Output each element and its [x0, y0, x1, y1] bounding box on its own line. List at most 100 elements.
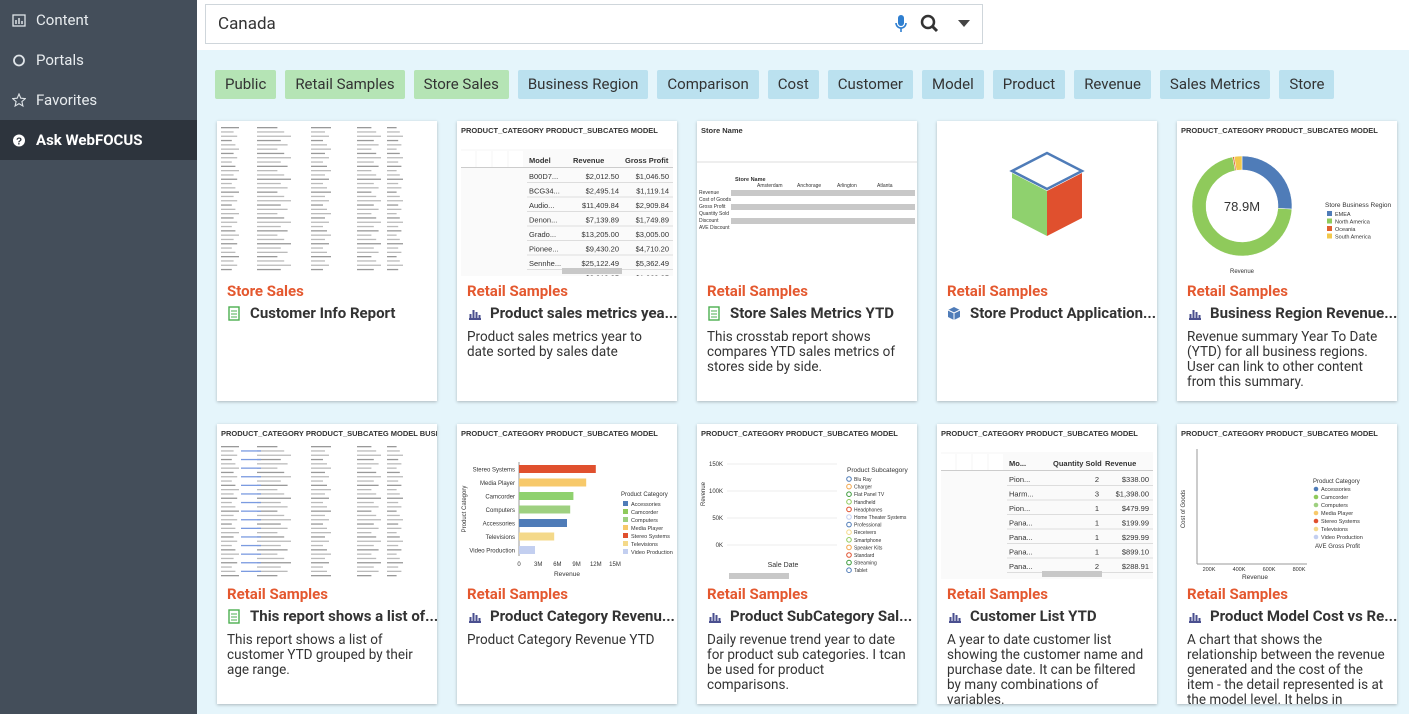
thumb-shape [461, 167, 673, 168]
thumb-shape [311, 562, 329, 564]
thumb-text: Revenue [1230, 269, 1255, 275]
thumb-shape [357, 191, 372, 193]
thumb-text: Accessories [483, 522, 515, 528]
thumb-text: Pionee... [529, 245, 559, 254]
thumb-shape [387, 208, 402, 210]
sidebar-item[interactable]: Favorites [0, 80, 197, 120]
thumb-shape [221, 497, 238, 499]
tag[interactable]: Revenue [1074, 70, 1151, 99]
card-description: Product sales metrics year to date sorte… [467, 329, 642, 360]
sidebar-item[interactable]: ? Ask WebFOCUS [0, 120, 197, 160]
thumb-shape [311, 230, 327, 232]
card-category: Retail Samples [1187, 282, 1288, 300]
tag[interactable]: Customer [827, 70, 914, 99]
thumb-shape [311, 170, 331, 172]
thumb-shape [357, 204, 374, 206]
thumb-shape [221, 234, 239, 236]
thumb-text: 9M [572, 562, 580, 568]
tag[interactable]: Comparison [657, 70, 759, 99]
thumb-shape [387, 484, 402, 486]
thumb-shape [311, 178, 329, 180]
thumb-text: BCG34... [529, 187, 560, 196]
thumb-shape [221, 540, 238, 542]
card[interactable]: PRODUCT_CATEGORY PRODUCT_SUBCATEG MODEL M… [937, 424, 1157, 704]
tag[interactable]: Store [1279, 70, 1335, 99]
legend-swatch [846, 559, 852, 566]
card[interactable]: Retail Samples Store Product Application.… [937, 121, 1157, 401]
card[interactable]: PRODUCT_CATEGORY PRODUCT_SUBCATEG MODEL 2… [1177, 424, 1397, 704]
thumb-shape [387, 204, 399, 206]
thumb-shape [221, 127, 239, 129]
card[interactable]: Store Name Store Name Amsterdam Anchorage Ar… [697, 121, 917, 401]
thumb-text: Stereo Systems [631, 534, 670, 540]
thumb-shape [257, 139, 281, 142]
thumb-shape [257, 506, 288, 508]
card[interactable]: PRODUCT_CATEGORY PRODUCT_SUBCATEG MODEL 7… [1177, 121, 1397, 401]
search-box[interactable]: Canada [205, 4, 983, 44]
card-title-text: Product sales metrics yea... [490, 304, 677, 322]
card[interactable]: PRODUCT_CATEGORY PRODUCT_SUBCATEG MODEL 1… [697, 424, 917, 704]
thumb-shape [311, 152, 325, 155]
tag[interactable]: Retail Samples [285, 70, 405, 99]
card-category: Retail Samples [947, 585, 1048, 603]
thumb-shape [257, 170, 278, 172]
thumb-shape [357, 260, 377, 262]
tag[interactable]: Product [992, 70, 1066, 99]
thumb-shape [221, 268, 232, 271]
thumb-shape [357, 174, 377, 176]
sidebar-item[interactable]: Portals [0, 40, 197, 80]
thumb-text: Flat Panel TV [854, 492, 885, 498]
thumbnail [1009, 151, 1085, 236]
thumb-shape [221, 553, 239, 555]
tag[interactable]: Store Sales [413, 70, 509, 99]
card[interactable]: Store Sales Customer Info Report [217, 121, 437, 401]
sidebar-icon [12, 13, 26, 27]
thumb-text: Quantity Sold [1053, 459, 1102, 468]
thumb-shape [357, 450, 377, 452]
thumb-shape [387, 527, 402, 529]
thumb-text: Headphones [854, 507, 883, 513]
thumb-shape [221, 544, 232, 547]
legend-swatch [846, 567, 852, 573]
thumb-shape [357, 187, 379, 189]
thumb-text: Tablet [854, 568, 868, 574]
card[interactable]: PRODUCT_CATEGORY PRODUCT_SUBCATEG MODEL M… [457, 121, 677, 401]
thumb-text: Streaming [854, 561, 877, 567]
card[interactable]: PRODUCT_CATEGORY PRODUCT_SUBCATEG MODEL 0… [457, 424, 677, 704]
sidebar-item[interactable]: Content [0, 0, 197, 40]
thumb-shape [257, 251, 288, 253]
thumb-text: $13,205.00 [581, 230, 619, 239]
legend-swatch [846, 483, 852, 490]
thumb-shape [387, 256, 397, 258]
tag[interactable]: Business Region [517, 70, 649, 99]
thumb-shape [241, 570, 261, 572]
thumb-shape [387, 234, 397, 236]
tag[interactable]: Public [215, 70, 277, 99]
thumb-shape [221, 260, 234, 262]
card-title: Customer Info Report [227, 304, 427, 322]
card-title-text: Product SubCategory Sal... [730, 607, 913, 625]
tag[interactable]: Model [922, 70, 984, 99]
thumbnail [221, 127, 403, 271]
bar [519, 478, 587, 487]
thumb-shape [311, 225, 323, 228]
thumb-shape [357, 540, 381, 542]
thumb-shape [311, 195, 325, 198]
thumb-shape [257, 566, 281, 568]
thumb-text: Gross Profit [699, 204, 726, 210]
thumb-shape [387, 238, 400, 241]
thumb-text: Pion... [1009, 504, 1030, 513]
thumb-shape [387, 264, 403, 266]
thumb-shape [357, 243, 381, 245]
tag[interactable]: Cost [767, 70, 819, 99]
thumb-shape [357, 238, 377, 241]
thumb-shape [257, 463, 288, 465]
thumb-text: Harm... [1009, 490, 1034, 499]
thumb-text: $479.99 [1122, 504, 1149, 513]
thumb-shape [387, 463, 402, 465]
donut-slice [1191, 156, 1293, 257]
card[interactable]: PRODUCT_CATEGORY PRODUCT_SUBCATEG MODEL … [217, 424, 437, 704]
thumb-shape [357, 234, 372, 236]
thumb-shape [257, 501, 281, 504]
tag[interactable]: Sales Metrics [1159, 70, 1271, 99]
